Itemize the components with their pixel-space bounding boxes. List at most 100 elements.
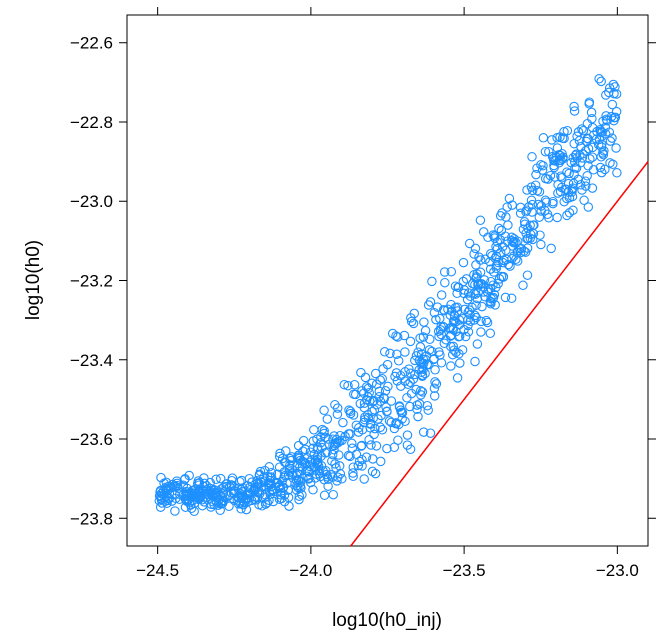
scatter-point — [515, 247, 526, 258]
scatter-point — [463, 320, 473, 331]
scatter-point — [405, 336, 416, 347]
scatter-point — [393, 356, 404, 366]
scatter-point — [371, 441, 382, 451]
scatter-point — [440, 277, 450, 288]
scatter-point — [569, 138, 579, 149]
scatter-point — [319, 490, 330, 501]
scatter-point — [507, 200, 517, 210]
scatter-point — [411, 384, 421, 395]
scatter-point — [482, 317, 493, 328]
scatter-point — [531, 169, 541, 180]
scatter-point — [462, 294, 473, 305]
scatter-point — [292, 452, 303, 463]
scatter-point — [475, 255, 486, 265]
scatter-point — [360, 412, 370, 423]
scatter-point — [595, 162, 606, 173]
scatter-point — [249, 486, 259, 497]
scatter-point — [425, 297, 436, 307]
scatter-point — [156, 491, 166, 502]
scatter-point — [523, 223, 533, 234]
scatter-point — [256, 482, 266, 492]
scatter-point — [433, 326, 444, 337]
scatter-point — [322, 472, 333, 482]
scatter-point — [607, 99, 618, 110]
scatter-point — [379, 347, 390, 357]
scatter-point — [397, 414, 407, 424]
scatter-point — [578, 125, 589, 136]
scatter-point — [452, 306, 463, 316]
scatter-point — [191, 491, 202, 502]
scatter-point — [386, 417, 397, 428]
scatter-point — [452, 373, 463, 383]
scatter-point — [546, 243, 556, 254]
scatter-point — [508, 237, 519, 248]
scatter-point — [211, 474, 221, 485]
scatter-point — [435, 325, 446, 335]
scatter-point — [545, 170, 556, 181]
scatter-point — [427, 276, 437, 287]
scatter-point — [507, 236, 517, 246]
scatter-point — [596, 152, 606, 162]
scatter-point — [356, 441, 366, 451]
x-axis-title: log10(h0_inj) — [332, 610, 442, 631]
scatter-point — [156, 472, 166, 483]
scatter-point — [469, 270, 479, 280]
scatter-point — [356, 367, 366, 378]
scatter-point — [170, 506, 180, 516]
scatter-point — [477, 301, 487, 312]
scatter-point — [544, 146, 554, 157]
scatter-point — [522, 270, 533, 280]
scatter-point — [586, 107, 597, 118]
scatter-point — [354, 456, 365, 467]
scatter-point — [549, 162, 559, 173]
scatter-point — [275, 448, 285, 459]
scatter-point — [498, 257, 508, 268]
scatter-point — [527, 152, 537, 162]
scatter-point — [493, 257, 503, 268]
scatter-point — [375, 456, 386, 467]
scatter-point — [580, 176, 591, 186]
scatter-point — [611, 89, 622, 99]
scatter-point — [209, 485, 219, 495]
scatter-point — [522, 234, 532, 244]
scatter-point — [233, 492, 243, 503]
scatter-point — [547, 135, 557, 145]
scatter-point — [453, 282, 464, 293]
scatter-point — [583, 161, 593, 171]
scatter-point — [329, 440, 340, 451]
scatter-point — [552, 143, 563, 153]
scatter-point — [193, 476, 204, 486]
scatter-point — [470, 356, 480, 367]
scatter-point — [503, 259, 514, 270]
scatter-point — [167, 496, 177, 506]
scatter-point — [448, 323, 458, 333]
scatter-point — [364, 435, 374, 445]
scatter-point — [435, 313, 445, 324]
scatter-point — [536, 239, 546, 250]
scatter-point — [309, 425, 319, 435]
scatter-point — [494, 223, 504, 234]
scatter-point — [379, 393, 390, 404]
scatter-point — [209, 490, 220, 501]
scatter-point — [415, 386, 426, 396]
scatter-point — [486, 299, 496, 309]
scatter-point — [294, 494, 304, 505]
scatter-point — [424, 359, 434, 370]
y-tick-label: −23.0 — [70, 192, 113, 211]
scatter-point — [434, 347, 444, 357]
scatter-point — [470, 243, 481, 254]
scatter-point — [361, 452, 372, 462]
data-points — [154, 74, 622, 517]
scatter-point — [500, 292, 511, 303]
scatter-point — [340, 431, 350, 442]
scatter-point — [503, 220, 513, 230]
scatter-point — [588, 130, 599, 140]
scatter-point — [331, 434, 342, 445]
scatter-point — [569, 169, 579, 180]
y-tick-label: −22.6 — [70, 34, 113, 53]
scatter-point — [193, 493, 203, 503]
scatter-point — [602, 115, 612, 126]
scatter-point — [328, 489, 339, 500]
scatter-point — [286, 452, 297, 462]
